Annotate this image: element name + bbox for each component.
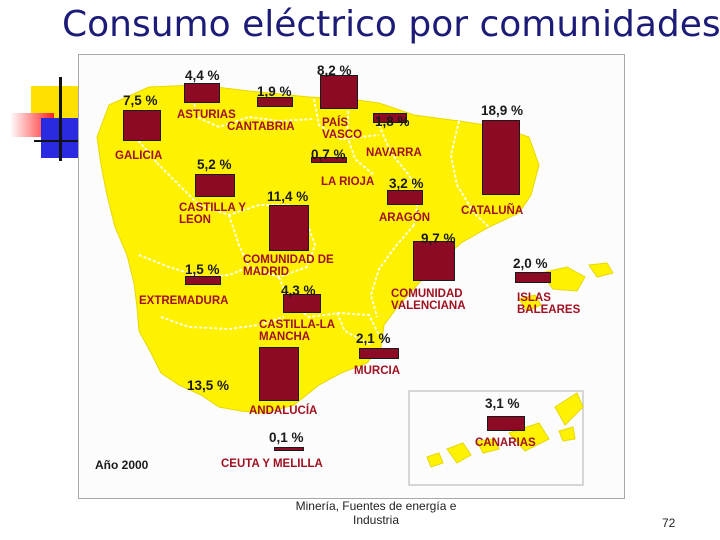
valenciana-value: 9,7 % — [421, 231, 456, 246]
canarias-inset-frame — [408, 390, 584, 486]
page-number: 72 — [662, 516, 676, 530]
madrid-bar — [269, 204, 309, 251]
castilla-leon-label: CASTILLA Y LEON — [179, 202, 246, 226]
cataluna-value: 18,9 % — [481, 103, 524, 118]
castilla-leon-value: 5,2 % — [197, 157, 232, 172]
madrid-value: 11,4 % — [267, 189, 309, 204]
galicia-bar — [123, 109, 161, 141]
asturias-label: ASTURIAS — [177, 109, 236, 121]
extremadura-value: 1,5 % — [185, 262, 220, 277]
pais-vasco-bar — [320, 74, 358, 109]
ceuta-melilla-label: CEUTA Y MELILLA — [221, 458, 323, 470]
murcia-bar — [359, 348, 399, 359]
murcia-value: 2,1 % — [356, 331, 391, 346]
year-label: Año 2000 — [95, 458, 149, 472]
cantabria-value: 1,9 % — [257, 84, 292, 99]
peninsula-land — [96, 84, 540, 414]
pais-vasco-value: 8,2 % — [317, 63, 352, 78]
asturias-bar — [184, 83, 220, 103]
valenciana-label: COMUNIDAD VALENCIANA — [391, 288, 466, 312]
balearic-islands — [518, 262, 614, 312]
cantabria-label: CANTABRIA — [227, 121, 295, 133]
baleares-value: 2,0 % — [513, 256, 548, 271]
aragon-bar — [387, 189, 423, 205]
andalucia-label: ANDALUCÍA — [249, 405, 318, 417]
asturias-value: 4,4 % — [185, 68, 220, 83]
la-rioja-value: 0,7 % — [311, 147, 346, 162]
la-rioja-label: LA RIOJA — [321, 176, 375, 188]
murcia-label: MURCIA — [354, 365, 400, 377]
map-shapes — [96, 84, 614, 486]
cantabria-bar — [257, 96, 293, 107]
navarra-label: NAVARRA — [366, 147, 422, 159]
aragon-value: 3,2 % — [389, 176, 424, 191]
andalucia-bar — [259, 346, 299, 401]
pais-vasco-label: PAÍS VASCO — [322, 117, 363, 141]
madrid-label: COMUNIDAD DE MADRID — [243, 254, 334, 278]
canarias-label: CANARIAS — [475, 437, 536, 449]
ceuta-melilla-value: 0,1 % — [269, 430, 304, 445]
galicia-label: GALICIA — [115, 150, 163, 162]
ceuta-melilla-bar — [274, 447, 304, 451]
horizontal-line — [34, 140, 82, 142]
slide-footer: Minería, Fuentes de energía e Industria — [295, 499, 457, 527]
extremadura-bar — [185, 276, 221, 285]
valenciana-bar — [413, 241, 455, 281]
extremadura-label: EXTREMADURA — [139, 295, 229, 307]
andalucia-value: 13,5 % — [187, 378, 230, 393]
galicia-value: 7,5 % — [123, 93, 158, 108]
slide-title: Consumo eléctrico por comunidades. — [62, 4, 720, 45]
castilla-la-mancha-bar — [283, 293, 321, 313]
navarra-bar — [373, 113, 407, 123]
castilla-leon-bar — [195, 174, 235, 197]
spain-map: 4,4 % 1,9 % 8,2 % 7,5 % 1,8 % 0,7 % 18,9… — [78, 54, 625, 499]
cataluna-bar — [482, 120, 520, 195]
castilla-la-mancha-value: 4,3 % — [281, 283, 316, 298]
canarias-value: 3,1 % — [485, 396, 520, 411]
navarra-value: 1,8 % — [375, 114, 410, 129]
aragon-label: ARAGÓN — [379, 212, 431, 224]
baleares-bar — [515, 272, 551, 283]
vertical-line — [59, 77, 62, 161]
cataluna-label: CATALUÑA — [461, 205, 524, 217]
canarias-bar — [487, 416, 525, 431]
castilla-la-mancha-label: CASTILLA-LA MANCHA — [259, 319, 335, 343]
la-rioja-bar — [311, 157, 347, 163]
baleares-label: ISLAS BALEARES — [517, 292, 581, 316]
